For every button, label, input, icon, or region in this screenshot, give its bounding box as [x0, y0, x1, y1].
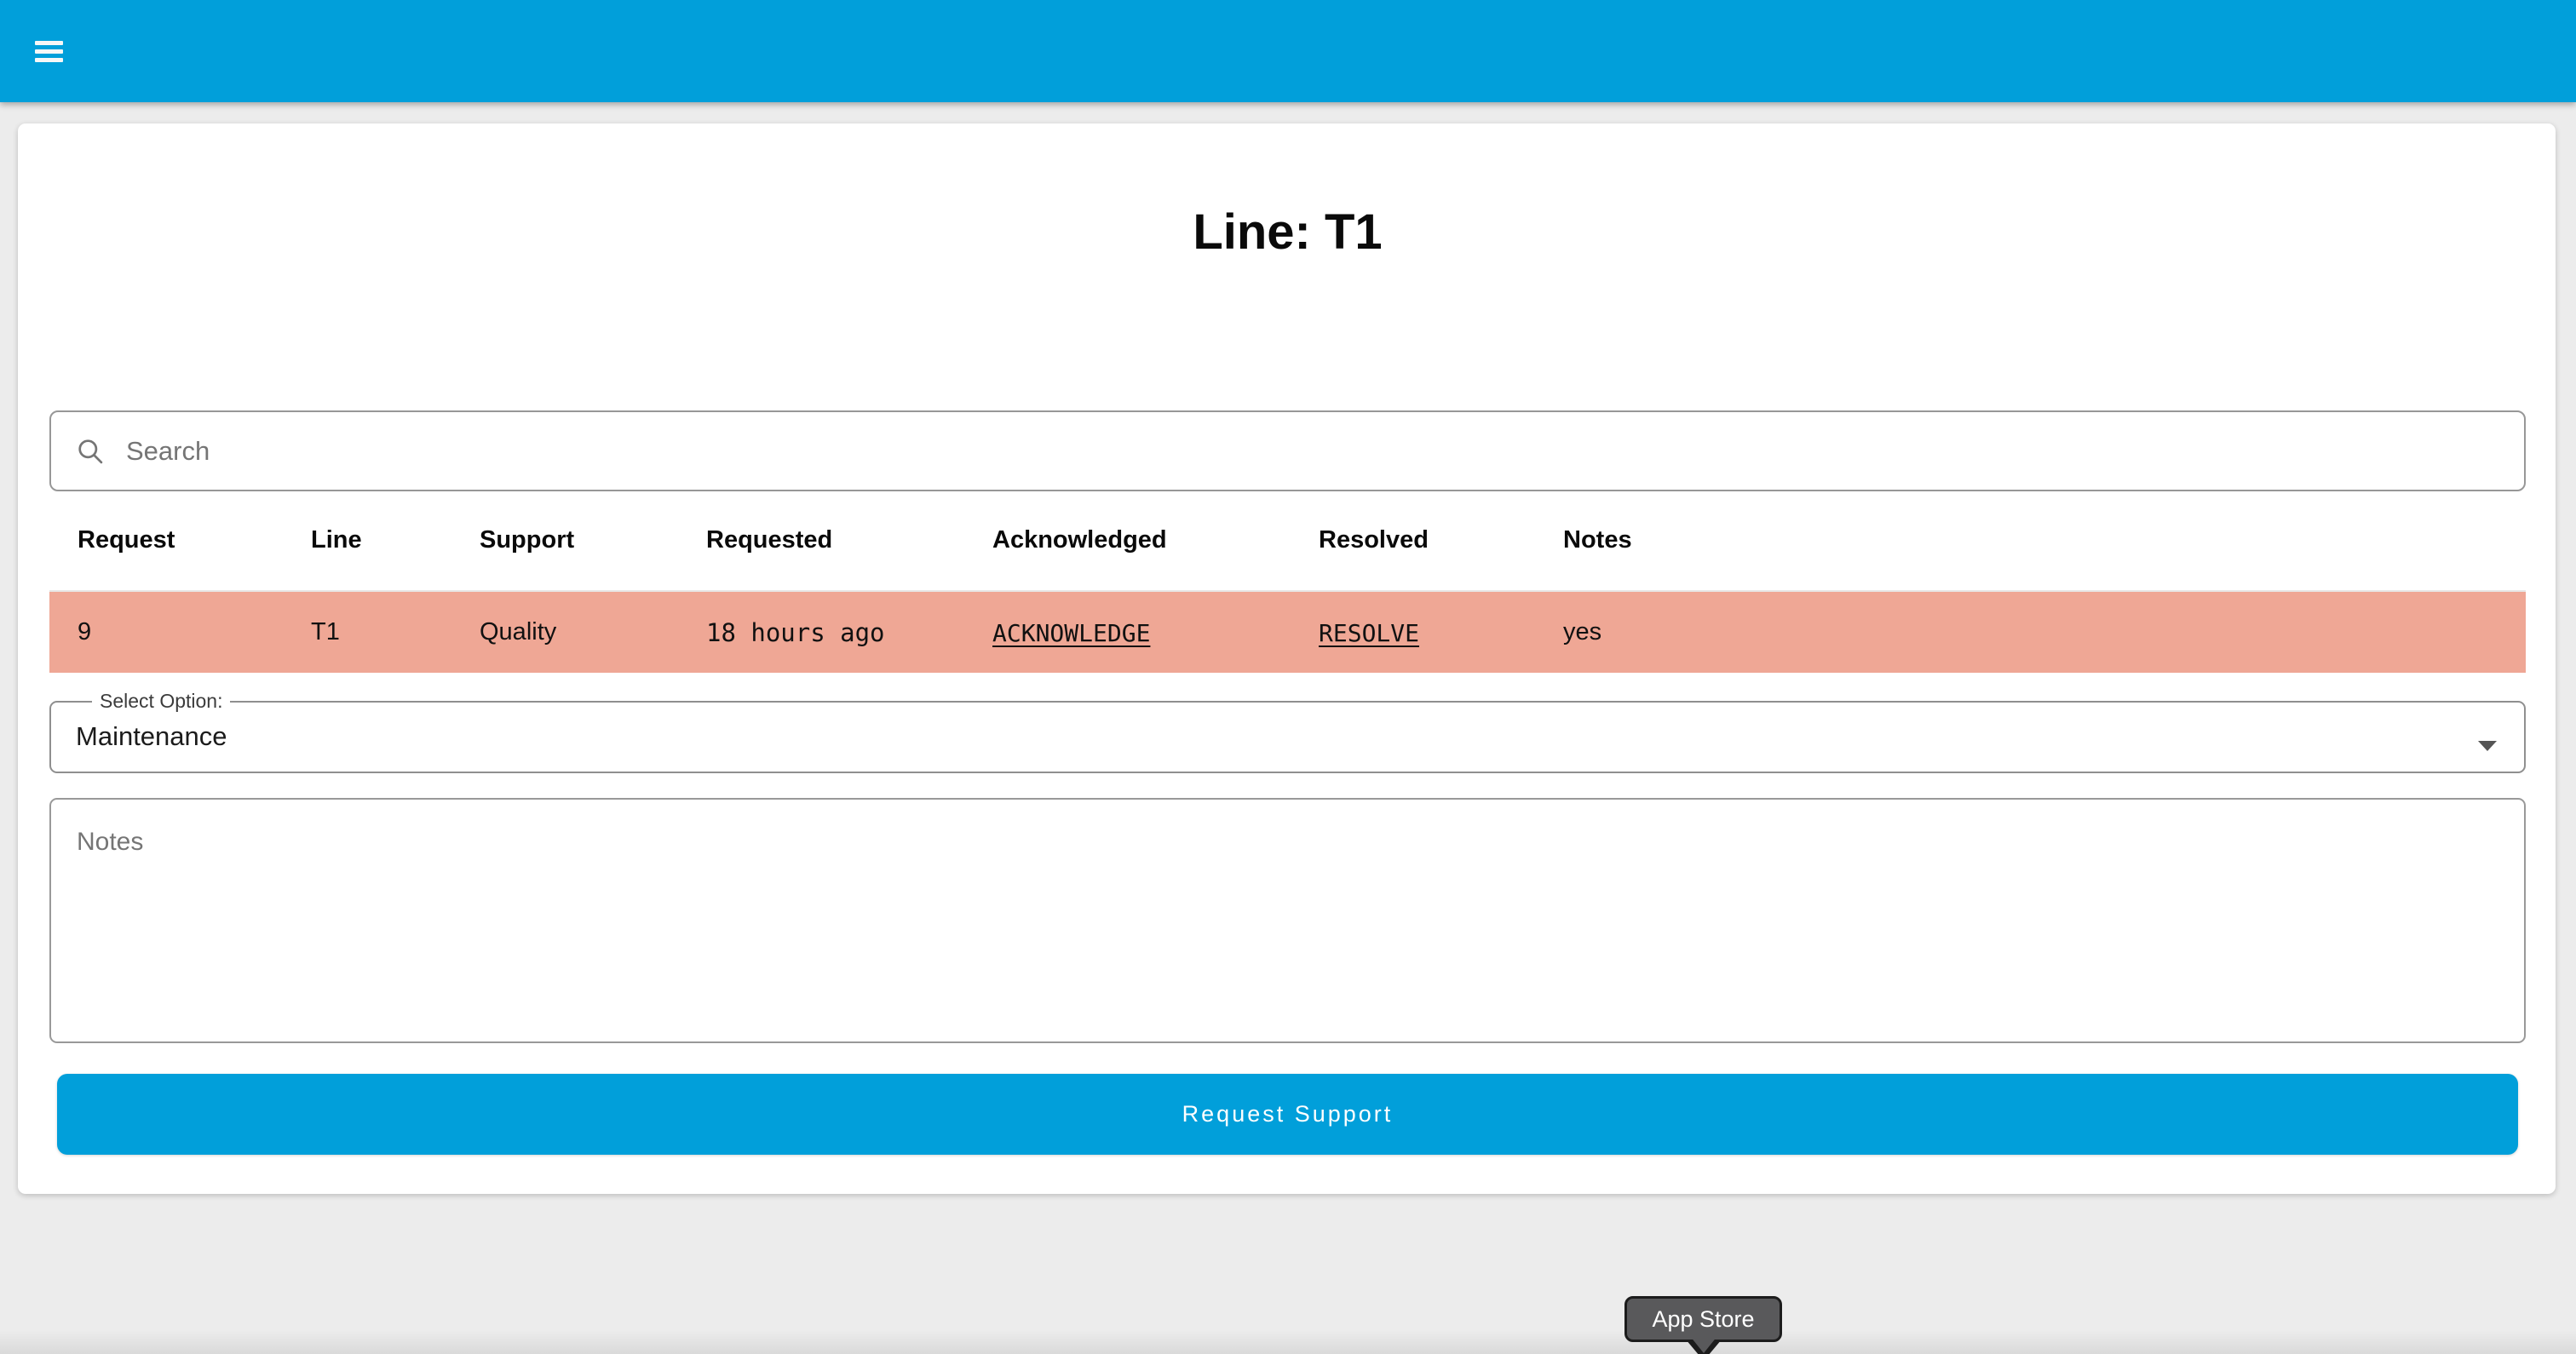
hamburger-icon [35, 40, 63, 62]
search-box[interactable] [49, 410, 2526, 491]
cell-support: Quality [480, 618, 557, 645]
resolve-link[interactable]: RESOLVE [1319, 618, 1420, 647]
page-card: Line: T1 Request Line Support Requested … [18, 123, 2556, 1194]
cell-resolved: RESOLVE [1291, 618, 1535, 647]
menu-button[interactable] [28, 30, 70, 73]
column-header-line: Line [311, 525, 362, 554]
select-option-label: Select Option: [100, 690, 223, 712]
select-option-dropdown[interactable]: Select Option: Maintenance [49, 690, 2526, 773]
column-header-request: Request [78, 525, 175, 554]
app-store-tooltip: App Store [1624, 1296, 1782, 1354]
cell-request: 9 [78, 618, 92, 645]
tooltip-label: App Store [1652, 1305, 1755, 1332]
chevron-down-icon [2478, 740, 2497, 751]
cell-notes: yes [1563, 618, 1602, 645]
cell-line: T1 [311, 618, 340, 645]
cell-acknowledged: ACKNOWLEDGE [964, 618, 1291, 647]
column-header-notes: Notes [1563, 525, 1632, 554]
acknowledge-link[interactable]: ACKNOWLEDGE [992, 618, 1151, 647]
request-support-button[interactable]: Request Support [57, 1074, 2518, 1155]
column-header-requested: Requested [706, 525, 833, 554]
cell-requested: 18 hours ago [706, 617, 885, 647]
notes-textarea[interactable] [49, 798, 2526, 1043]
select-option-value: Maintenance [76, 721, 227, 751]
column-header-acknowledged: Acknowledged [992, 525, 1167, 554]
column-header-support: Support [480, 525, 575, 554]
dock-edge [0, 1330, 2576, 1354]
search-input[interactable] [124, 434, 2500, 468]
table-header-row: Request Line Support Requested Acknowled… [49, 515, 2526, 565]
table-row[interactable]: 9 T1 Quality 18 hours ago ACKNOWLEDGE RE… [49, 590, 2526, 673]
page-title: Line: T1 [1193, 204, 1383, 260]
column-header-resolved: Resolved [1319, 525, 1429, 554]
app-bar [0, 0, 2576, 102]
search-icon [78, 439, 103, 463]
